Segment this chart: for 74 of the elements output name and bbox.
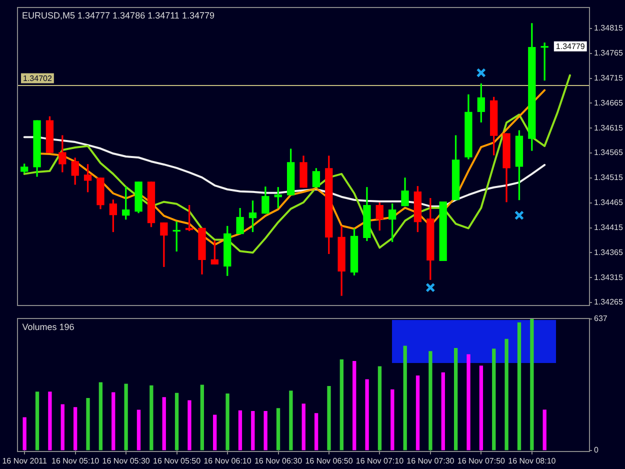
bar — [60, 404, 64, 450]
point — [514, 210, 524, 220]
y-tick-label: 1.34365 — [594, 248, 624, 257]
bar — [264, 411, 268, 450]
y-tick-label: 1.34815 — [594, 24, 624, 33]
bar — [251, 411, 255, 450]
point — [426, 282, 436, 292]
bar — [352, 361, 356, 450]
bar — [22, 417, 26, 450]
bar — [365, 379, 369, 450]
bar — [454, 348, 458, 450]
bar — [466, 354, 470, 450]
bar — [200, 384, 204, 450]
bar — [98, 382, 103, 450]
chart-title: EURUSD,M5 1.34777 1.34786 1.34711 1.34779 — [22, 10, 214, 20]
chart-title: Volumes 196 — [22, 322, 74, 332]
bar — [162, 397, 166, 450]
bar — [479, 366, 484, 450]
x-tick-label: 16 Nov 07:30 — [406, 456, 455, 466]
bar — [428, 351, 432, 450]
y-tick-label: 1.34465 — [594, 198, 624, 208]
y-tick-label: 1.34715 — [594, 73, 624, 82]
y-tick-label: 1.34565 — [594, 148, 624, 158]
y-tick-label: 1.34315 — [594, 272, 624, 282]
bar — [327, 386, 331, 450]
x-tick-label: 16 Nov 05:30 — [102, 456, 150, 466]
annotation: 1.34779 — [556, 42, 586, 52]
y-tick-label: 1.34415 — [594, 222, 624, 232]
x-tick-label: 16 Nov 05:10 — [52, 456, 100, 466]
bar — [542, 410, 546, 450]
y-tick-label: 637 — [594, 314, 608, 324]
y-tick-label: 1.34615 — [594, 123, 624, 132]
x-tick-label: 16 Nov 08:10 — [508, 456, 556, 466]
bar — [112, 392, 116, 450]
y-tick-label: 0 — [594, 446, 599, 455]
bar — [302, 404, 306, 450]
bar — [150, 385, 154, 450]
x-tick-label: 16 Nov 07:10 — [356, 456, 404, 466]
bar — [226, 393, 230, 450]
bar — [517, 322, 522, 450]
bar — [504, 338, 508, 450]
y-tick-label: 1.34515 — [594, 173, 624, 182]
bar — [492, 348, 496, 450]
x-tick-label: 16 Nov 07:50 — [457, 456, 506, 466]
x-tick-label: 16 Nov 06:30 — [254, 456, 303, 466]
bar — [124, 384, 128, 450]
y-tick-label: 1.34665 — [594, 98, 624, 108]
bar — [213, 414, 217, 450]
bar — [48, 392, 52, 450]
bar — [276, 408, 280, 450]
bar — [136, 410, 141, 450]
x-tick-label: 16 Nov 2011 — [2, 456, 48, 466]
x-tick-label: 16 Nov 06:10 — [204, 456, 252, 466]
bar — [403, 346, 407, 450]
bar — [390, 389, 394, 450]
bar — [86, 398, 90, 450]
bar — [238, 410, 242, 450]
bar — [289, 390, 293, 450]
y-tick-label: 1.34265 — [594, 298, 624, 307]
bar — [441, 372, 445, 450]
bar — [188, 400, 192, 450]
bar — [35, 392, 40, 450]
x-tick-label: 16 Nov 05:50 — [152, 456, 202, 466]
ref-line-label: 1.34702 — [23, 74, 52, 83]
x-tick-label: 16 Nov 06:50 — [305, 456, 354, 466]
bar — [340, 359, 344, 450]
bar — [378, 366, 382, 450]
y-tick-label: 1.34765 — [594, 48, 624, 58]
bar — [174, 392, 179, 450]
point — [476, 68, 486, 78]
bar — [416, 375, 420, 450]
bar — [314, 413, 318, 450]
bar — [73, 407, 78, 450]
bar — [530, 318, 534, 450]
